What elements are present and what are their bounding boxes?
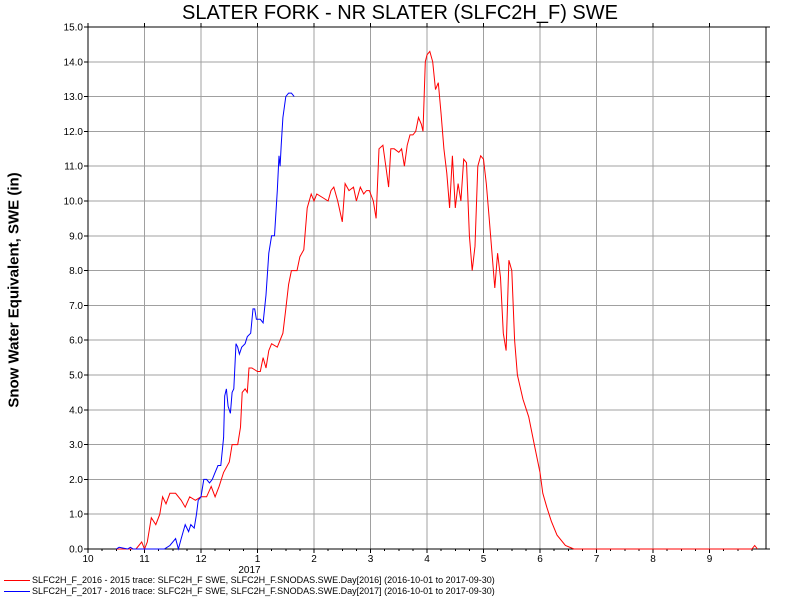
y-tick-label: 2.0	[69, 475, 83, 486]
y-tick-label: 13.0	[64, 92, 84, 103]
y-tick-label: 5.0	[69, 371, 83, 382]
y-tick-label: 0.0	[69, 545, 83, 556]
legend: SLFC2H_F_2016 - 2015 trace: SLFC2H_F SWE…	[4, 575, 495, 597]
y-tick-label: 6.0	[69, 336, 83, 347]
x-tick-label: 2	[311, 554, 317, 565]
y-tick-label: 14.0	[64, 57, 84, 68]
x-year-label: 2017	[238, 565, 261, 576]
y-tick-label: 11.0	[64, 162, 83, 173]
legend-swatch-2016	[4, 580, 30, 581]
y-tick-label: 4.0	[69, 405, 83, 416]
y-tick-label: 9.0	[69, 231, 83, 242]
y-tick-label: 3.0	[69, 440, 83, 451]
x-tick-label: 8	[650, 554, 656, 565]
x-tick-label: 11	[139, 554, 150, 565]
legend-label-2016: SLFC2H_F_2016 - 2015 trace: SLFC2H_F SWE…	[32, 575, 495, 585]
y-tick-label: 15.0	[64, 23, 84, 34]
legend-swatch-2017	[4, 591, 30, 592]
x-tick-label: 4	[424, 554, 430, 565]
x-tick-label: 12	[195, 554, 207, 565]
legend-item-2016: SLFC2H_F_2016 - 2015 trace: SLFC2H_F SWE…	[4, 575, 495, 586]
x-tick-label: 9	[707, 554, 713, 565]
series-line-1	[116, 92, 295, 551]
legend-label-2017: SLFC2H_F_2017 - 2016 trace: SLFC2H_F SWE…	[32, 586, 495, 596]
x-tick-label: 5	[481, 554, 487, 565]
series-line-0	[116, 50, 758, 551]
y-tick-label: 10.0	[64, 197, 84, 208]
chart-title: SLATER FORK - NR SLATER (SLFC2H_F) SWE	[182, 2, 618, 24]
x-tick-label: 6	[537, 554, 543, 565]
y-tick-label: 7.0	[69, 301, 83, 312]
x-tick-label: 3	[368, 554, 374, 565]
y-tick-label: 12.0	[64, 127, 84, 138]
x-tick-label: 7	[594, 554, 600, 565]
x-tick-label: 10	[82, 554, 94, 565]
y-tick-label: 8.0	[69, 266, 83, 277]
x-tick-label: 1	[255, 554, 261, 565]
y-tick-label: 1.0	[69, 510, 83, 521]
legend-item-2017: SLFC2H_F_2017 - 2016 trace: SLFC2H_F SWE…	[4, 586, 495, 597]
